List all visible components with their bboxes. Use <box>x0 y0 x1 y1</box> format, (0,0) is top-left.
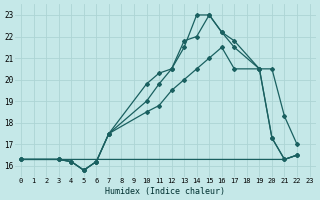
X-axis label: Humidex (Indice chaleur): Humidex (Indice chaleur) <box>105 187 225 196</box>
